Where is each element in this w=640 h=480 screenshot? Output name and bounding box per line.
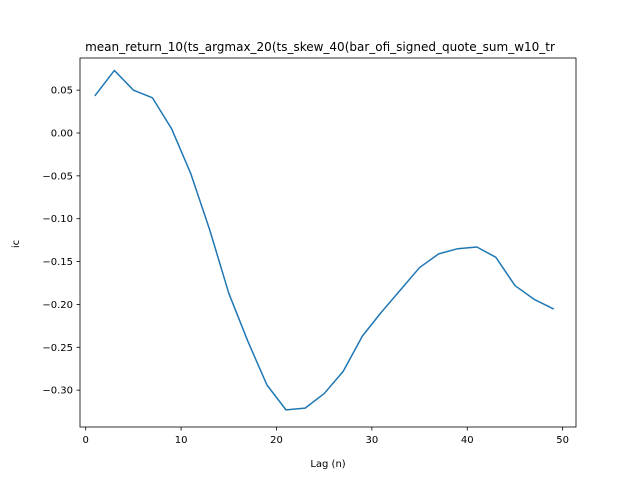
y-axis-label: ic (11, 240, 22, 248)
y-tick-label: −0.25 (42, 343, 73, 354)
y-tick-label: −0.15 (42, 257, 73, 268)
x-axis-label: Lag (n) (310, 459, 345, 470)
series-line (94, 69, 555, 411)
series-layer (94, 69, 555, 411)
y-tick-label: 0.00 (51, 129, 73, 140)
y-tick-label: −0.30 (42, 386, 73, 397)
x-tick-label: 20 (270, 435, 283, 446)
y-tick-label: −0.10 (42, 214, 73, 225)
plot-area (79, 57, 577, 428)
x-tick-label: 0 (83, 435, 89, 446)
chart-title: mean_return_10(ts_argmax_20(ts_skew_40(b… (85, 40, 555, 54)
x-tick-label: 50 (556, 435, 569, 446)
y-axis-ticks: 0.05 0.00 −0.05 −0.10 −0.15 −0.20 −0.25 −0.30 (42, 86, 80, 397)
x-tick-label: 30 (366, 435, 379, 446)
x-axis-ticks: 0 10 20 30 40 50 (83, 427, 569, 446)
x-tick-label: 10 (175, 435, 188, 446)
axes-frame (79, 57, 577, 428)
x-tick-label: 40 (461, 435, 474, 446)
y-tick-label: 0.05 (51, 86, 73, 97)
y-tick-label: −0.05 (42, 171, 73, 182)
y-tick-label: −0.20 (42, 300, 73, 311)
